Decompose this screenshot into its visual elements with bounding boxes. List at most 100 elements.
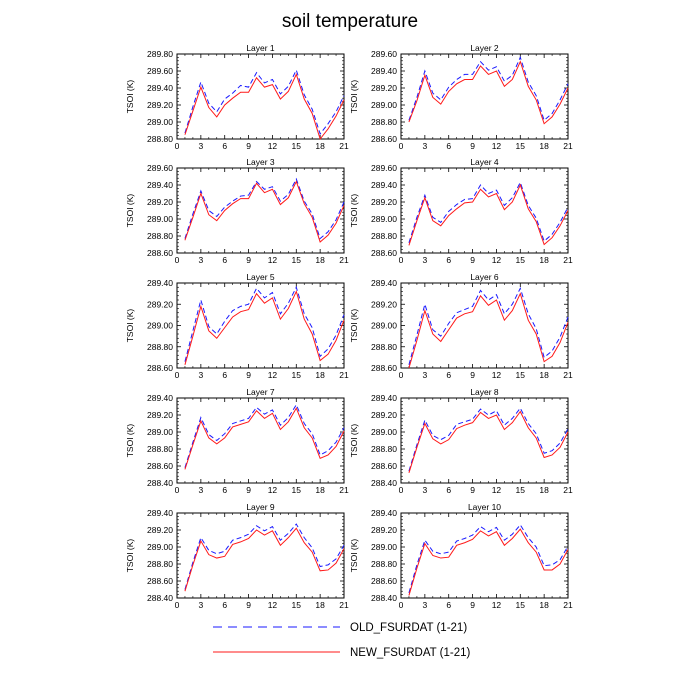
x-tick-label: 12 — [492, 370, 502, 380]
y-tick-label: 288.60 — [147, 363, 173, 373]
y-tick-label: 289.40 — [371, 180, 397, 190]
panel-title: Layer 7 — [246, 387, 275, 397]
y-tick-label: 289.20 — [371, 197, 397, 207]
series-line-old — [184, 403, 345, 468]
y-tick-label: 289.20 — [147, 525, 173, 535]
x-tick-label: 6 — [222, 370, 227, 380]
x-tick-label: 12 — [492, 141, 502, 151]
x-tick-label: 15 — [292, 141, 302, 151]
x-tick-label: 0 — [175, 485, 180, 495]
x-tick-label: 15 — [292, 485, 302, 495]
panel-title: Layer 10 — [468, 502, 501, 512]
x-tick-label: 15 — [292, 255, 302, 265]
y-tick-label: 289.00 — [147, 427, 173, 437]
y-axis-label: TSOI (K) — [125, 309, 135, 343]
x-tick-label: 0 — [399, 370, 404, 380]
x-tick-label: 0 — [399, 255, 404, 265]
y-axis-label: TSOI (K) — [125, 424, 135, 458]
series-line-new — [184, 527, 345, 592]
x-tick-label: 12 — [492, 600, 502, 610]
x-tick-label: 21 — [563, 370, 573, 380]
x-tick-label: 0 — [175, 141, 180, 151]
y-tick-label: 289.60 — [147, 163, 173, 173]
y-tick-label: 288.60 — [371, 134, 397, 144]
panel-title: Layer 6 — [470, 272, 499, 282]
y-tick-label: 288.80 — [147, 444, 173, 454]
x-tick-label: 3 — [198, 485, 203, 495]
x-tick-label: 12 — [492, 485, 502, 495]
y-tick-label: 289.40 — [371, 278, 397, 288]
series-line-new — [184, 180, 345, 243]
x-tick-label: 12 — [268, 255, 278, 265]
x-tick-label: 15 — [516, 255, 526, 265]
x-tick-label: 0 — [175, 255, 180, 265]
y-tick-label: 289.80 — [147, 49, 173, 59]
series-line-new — [184, 407, 345, 470]
y-tick-label: 289.60 — [147, 66, 173, 76]
y-tick-label: 289.00 — [371, 321, 397, 331]
x-tick-label: 21 — [563, 255, 573, 265]
x-tick-label: 15 — [292, 370, 302, 380]
y-tick-label: 289.00 — [371, 214, 397, 224]
series-line-old — [184, 68, 345, 135]
x-tick-label: 15 — [516, 141, 526, 151]
x-tick-label: 18 — [539, 600, 549, 610]
y-tick-label: 288.60 — [371, 248, 397, 258]
series-line-new — [408, 183, 569, 246]
x-tick-label: 0 — [399, 600, 404, 610]
y-tick-label: 289.40 — [147, 508, 173, 518]
y-tick-label: 289.40 — [147, 393, 173, 403]
series-line-old — [184, 177, 345, 240]
x-tick-label: 21 — [339, 485, 349, 495]
y-tick-label: 288.40 — [371, 478, 397, 488]
x-tick-label: 3 — [422, 141, 427, 151]
x-tick-label: 21 — [339, 255, 349, 265]
x-tick-label: 3 — [198, 600, 203, 610]
y-tick-label: 289.40 — [371, 66, 397, 76]
x-tick-label: 12 — [268, 600, 278, 610]
x-tick-label: 18 — [539, 255, 549, 265]
panel-title: Layer 4 — [470, 157, 499, 167]
x-tick-label: 3 — [422, 485, 427, 495]
x-tick-label: 3 — [422, 600, 427, 610]
x-tick-label: 21 — [563, 141, 573, 151]
x-tick-label: 0 — [175, 370, 180, 380]
x-tick-label: 0 — [399, 485, 404, 495]
y-tick-label: 289.40 — [147, 83, 173, 93]
y-axis-label: TSOI (K) — [349, 194, 359, 228]
y-axis-label: TSOI (K) — [349, 309, 359, 343]
x-tick-label: 0 — [175, 600, 180, 610]
x-tick-label: 21 — [339, 141, 349, 151]
series-line-new — [408, 60, 569, 125]
x-tick-label: 3 — [422, 370, 427, 380]
y-axis-label: TSOI (K) — [125, 539, 135, 573]
series-line-new — [408, 410, 569, 473]
x-tick-label: 21 — [563, 600, 573, 610]
plot-frame — [176, 512, 345, 599]
plot-frame — [176, 53, 345, 140]
legend-label-old: OLD_FSURDAT (1-21) — [350, 622, 467, 634]
x-tick-label: 18 — [539, 485, 549, 495]
panel-layer-1: Layer 1 TSOI (K) 0 3 6 9 12 15 18 21 288.80 289.00 2… — [125, 43, 349, 151]
y-tick-label: 288.80 — [147, 134, 173, 144]
y-tick-label: 288.60 — [371, 363, 397, 373]
y-tick-label: 289.00 — [371, 542, 397, 552]
y-tick-label: 289.20 — [147, 299, 173, 309]
y-tick-label: 288.60 — [147, 576, 173, 586]
x-tick-label: 15 — [516, 485, 526, 495]
x-tick-label: 18 — [539, 370, 549, 380]
x-tick-label: 3 — [198, 141, 203, 151]
y-tick-label: 288.60 — [371, 461, 397, 471]
panel-title: Layer 1 — [246, 43, 275, 53]
plot-frame — [400, 397, 569, 484]
x-tick-label: 12 — [268, 141, 278, 151]
y-tick-label: 288.60 — [147, 461, 173, 471]
x-tick-label: 21 — [563, 485, 573, 495]
panel-layer-9: Layer 9 TSOI (K) 0 3 6 9 12 15 18 21 288.40 288.60 2… — [125, 502, 349, 610]
series-line-old — [408, 407, 569, 472]
legend-label-new: NEW_FSURDAT (1-21) — [350, 647, 471, 659]
y-tick-label: 289.60 — [371, 49, 397, 59]
x-tick-label: 15 — [292, 600, 302, 610]
legend: OLD_FSURDAT (1-21) NEW_FSURDAT (1-21) — [213, 622, 471, 659]
y-tick-label: 289.00 — [147, 542, 173, 552]
